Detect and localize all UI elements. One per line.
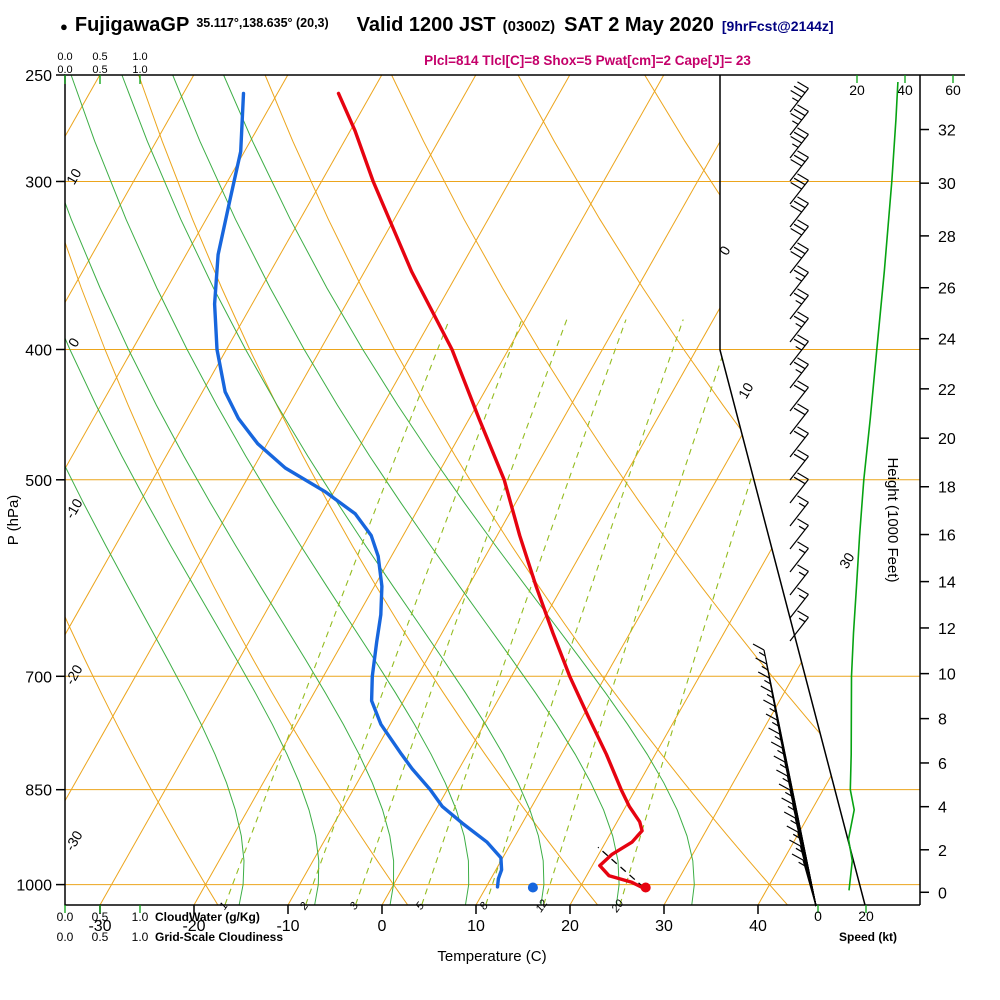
- pressure-tick-label: 300: [25, 174, 52, 191]
- cloudwater-scale-top: 0.0: [57, 51, 72, 63]
- speed-axis-title: Speed (kt): [839, 930, 897, 944]
- sounding-indices: Plcl=814 Tlcl[C]=8 Shox=5 Pwat[cm]=2 Cap…: [424, 53, 751, 68]
- height-tick-label: 18: [938, 480, 956, 497]
- parcel-line: [597, 846, 645, 888]
- mixing-ratio-label: 2: [297, 900, 311, 913]
- surface-temperature-dot: [640, 882, 651, 893]
- height-tick-label: 30: [938, 176, 956, 193]
- height-tick-label: 12: [938, 621, 956, 638]
- mixing-ratio-label: 3: [348, 900, 362, 913]
- height-tick-label: 6: [938, 756, 947, 773]
- cloudiness-scale-bottom: 0.0: [57, 930, 74, 944]
- temperature-curve: [336, 91, 646, 890]
- temperature-tick-label: -10: [276, 918, 299, 935]
- plot-border: [64, 74, 965, 906]
- station-bullet-icon: ●: [60, 19, 68, 34]
- temperature-tick-label: 0: [378, 918, 387, 935]
- pressure-tick-label: 400: [25, 342, 52, 359]
- speed-tick-top: 60: [945, 82, 961, 98]
- temperature-tick-label: -20: [182, 918, 205, 935]
- forecast-tag: [9hrFcst@2144z]: [721, 18, 834, 34]
- temperature-tick-label: 30: [655, 918, 673, 935]
- speed-tick-top: 20: [849, 82, 865, 98]
- mixing-ratio-label: 12: [533, 898, 550, 915]
- cloudiness-scale-top: 1.0: [132, 64, 147, 76]
- cloudiness-scale-top: 0.5: [92, 64, 107, 76]
- pressure-gridlines: [65, 180, 920, 886]
- height-tick-label: 20: [938, 431, 956, 448]
- pressure-tick-label: 1000: [16, 878, 52, 895]
- height-tick-label: 24: [938, 332, 956, 349]
- pressure-tick-label: 250: [25, 68, 52, 85]
- dewpoint-curve: [212, 91, 504, 889]
- wind-barbs: [752, 81, 817, 907]
- height-tick-label: 32: [938, 123, 956, 140]
- station-coords: 35.117°,138.635° (20,3): [196, 16, 329, 30]
- pressure-tick-label: 850: [25, 783, 52, 800]
- valid-date: SAT 2 May 2020: [564, 14, 714, 36]
- speed-tick-bottom: 20: [858, 908, 874, 924]
- height-tick-label: 8: [938, 712, 947, 729]
- temperature-tick-label: 40: [749, 918, 767, 935]
- speed-tick-top: 40: [897, 82, 913, 98]
- mixing-ratio-label: 5: [414, 900, 428, 913]
- cloudwater-scale-bottom: 1.0: [132, 910, 149, 924]
- cloudiness-label: Grid-Scale Cloudiness: [155, 930, 283, 944]
- cloudwater-scale-bottom: 0.0: [57, 910, 74, 924]
- valid-utc: (0300Z): [502, 18, 556, 35]
- temperature-tick-label: 10: [467, 918, 485, 935]
- valid-time: Valid 1200 JST: [356, 14, 496, 36]
- isotherm-label-left: 0: [65, 335, 83, 350]
- pressure-tick-label: 500: [25, 473, 52, 490]
- station-name: FujigawaGP: [74, 14, 190, 36]
- green-scales: 0.00.00.00.00.50.50.50.51.01.01.01.0Clou…: [57, 51, 961, 944]
- height-tick-label: 26: [938, 281, 956, 298]
- temperature-tick-label: 20: [561, 918, 579, 935]
- pressure-axis-title: P (hPa): [5, 495, 22, 546]
- height-tick-label: 14: [938, 575, 956, 592]
- speed-tick-bottom: 0: [814, 908, 822, 924]
- height-tick-label: 2: [938, 843, 947, 860]
- isotherm-label-left: 10: [63, 165, 85, 187]
- cloudwater-label: CloudWater (g/Kg): [155, 910, 260, 924]
- header: ● FujigawaGP 35.117°,138.635° (20,3) Val…: [60, 14, 834, 37]
- mixing-ratio-label: 1: [217, 900, 230, 912]
- wind-speed-curve: [847, 81, 899, 891]
- height-tick-label: 28: [938, 229, 956, 246]
- cloudiness-scale-top: 0.0: [57, 64, 72, 76]
- cloudwater-scale-top: 0.5: [92, 51, 107, 63]
- height-tick-label: 16: [938, 528, 956, 545]
- mixing-ratio-label: 20: [609, 897, 627, 915]
- height-tick-label: 22: [938, 382, 956, 399]
- height-tick-label: 10: [938, 667, 956, 684]
- mixing-ratio-label: 8: [478, 900, 492, 913]
- isotherm-label-right: 10: [735, 380, 757, 402]
- height-axis-title: Height (1000 Feet): [884, 457, 901, 582]
- height-tick-label: 0: [938, 885, 947, 902]
- cloudwater-scale-top: 1.0: [132, 51, 147, 63]
- cloudwater-scale-bottom: 0.5: [92, 910, 109, 924]
- surface-dewpoint-dot: [527, 882, 538, 893]
- pressure-tick-label: 700: [25, 669, 52, 686]
- moist-adiabat-label: 30: [836, 550, 858, 572]
- height-tick-label: 4: [938, 800, 947, 817]
- temperature-axis-title: Temperature (C): [437, 948, 546, 965]
- temperature-tick-label: -30: [88, 918, 111, 935]
- cloudiness-scale-bottom: 1.0: [132, 930, 149, 944]
- isotherm-label-right: 0: [716, 243, 734, 258]
- cloudiness-scale-bottom: 0.5: [92, 930, 109, 944]
